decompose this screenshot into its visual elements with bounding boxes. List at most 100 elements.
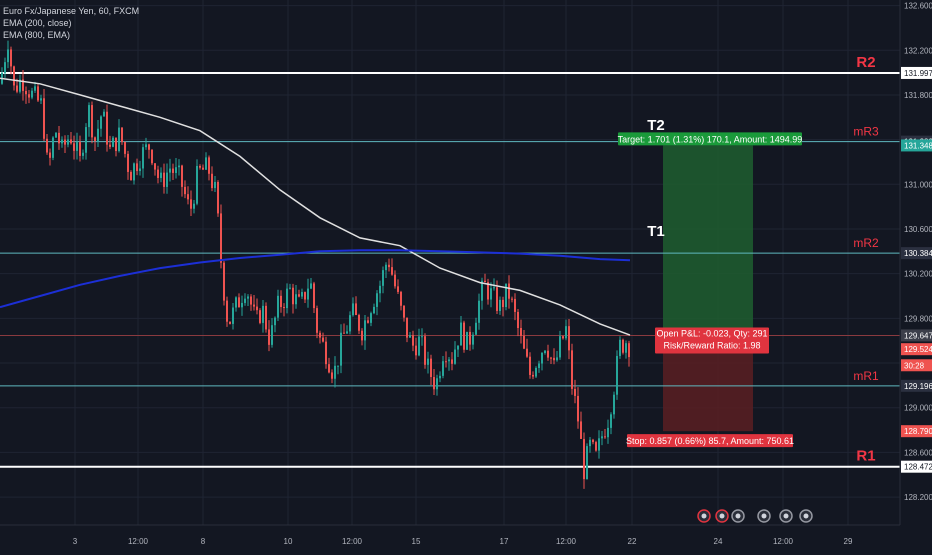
price-axis[interactable]: 132.600132.200131.800131.400131.000130.6… [899,0,932,550]
target-t2-label: T2 [647,117,665,134]
candle [343,323,345,334]
axis-badge-4-box [901,425,932,438]
candle [439,371,441,383]
candle [118,119,120,153]
time-tick-label: 29 [844,537,853,546]
candle [490,282,492,308]
candle [397,279,399,294]
candle [208,155,210,181]
candle-body [346,331,348,334]
candle-body [142,147,144,169]
axis-badge-2-text: 129.524 [904,345,932,354]
time-tick-label: 17 [500,537,509,546]
candle-body [376,293,378,307]
candle [556,351,558,362]
level-label-r1: R1 [856,448,875,465]
candle [472,332,474,350]
axis-badge-mr2-box [901,247,932,260]
event-marker-icon[interactable] [799,509,813,523]
price-tick-label: 131.000 [904,180,932,189]
candle [10,46,12,75]
price-tick-label: 129.800 [904,314,932,323]
candle [202,164,204,170]
candle [289,283,291,290]
candle [400,290,402,311]
candle-body [301,292,303,297]
time-tick-label: 12:00 [342,537,363,546]
axis-badge-mr2: 130.384 [901,247,932,260]
event-marker-icon[interactable] [731,509,745,523]
event-markers[interactable] [697,509,813,523]
candle [382,266,384,294]
candle [85,123,87,160]
candle [628,340,630,367]
event-marker-dot [719,513,725,519]
candle-body [379,285,381,294]
candle-body [430,358,432,378]
axis-badge-0-text: 131.348 [904,141,932,150]
axis-badge-4: 128.790 [901,425,932,438]
candle-body [121,127,123,143]
ema200-legend[interactable]: EMA (200, close) [3,18,72,28]
price-tick-label: 128.200 [904,493,932,502]
event-marker-icon[interactable] [757,509,771,523]
risk-reward-text: Risk/Reward Ratio: 1.98 [663,340,760,350]
candle [298,289,300,298]
target-info-box [618,132,802,146]
candle [409,331,411,338]
candle-body [490,288,492,300]
candle-body [433,377,435,390]
candle [73,135,75,160]
time-axis[interactable]: 3 12:00 8 10 12:00 15 17 12:00 22 24 12:00 29 [0,524,900,546]
candle [250,294,252,311]
symbol-title[interactable]: Euro Fx/Japanese Yen, 60, FXCM [3,6,140,16]
candle [340,324,342,374]
ema800-legend[interactable]: EMA (800, EMA) [3,30,71,40]
time-tick-label: 8 [201,537,206,546]
candle [355,296,357,316]
candle-body [43,98,45,139]
candle [541,351,543,371]
candle [148,143,150,159]
time-tick-label: 12:00 [128,537,149,546]
price-tick-label: 132.600 [904,2,932,11]
stop-info-box [627,434,793,448]
event-marker-icon[interactable] [697,509,711,523]
candle [373,303,375,315]
candle-body [568,326,570,351]
candle [394,270,396,289]
candle-body [496,287,498,311]
candle-body [316,308,318,333]
candle [622,338,624,355]
candle [265,302,267,333]
event-marker-icon[interactable] [779,509,793,523]
event-marker-icon[interactable] [715,509,729,523]
candle-body [574,388,576,396]
candle-body [427,358,429,365]
candle [526,338,528,358]
candle-body [370,313,372,323]
candle-body [319,332,321,338]
candle [121,127,123,145]
candle [181,164,183,197]
event-marker-dot [783,513,789,519]
candle [97,119,99,147]
candle-body [466,331,468,350]
candle [448,357,450,371]
candle [517,308,519,337]
candle-body [361,330,363,341]
event-marker-dot [735,513,741,519]
candle-body [556,357,558,361]
candle-body [103,111,105,117]
candle [550,356,552,364]
candle-body [424,336,426,365]
candle [562,335,564,340]
candle-body [52,137,54,158]
candle-body [400,291,402,306]
candle-body [64,139,66,145]
candle [103,109,105,117]
candle [532,371,534,380]
candle-body [235,297,237,308]
